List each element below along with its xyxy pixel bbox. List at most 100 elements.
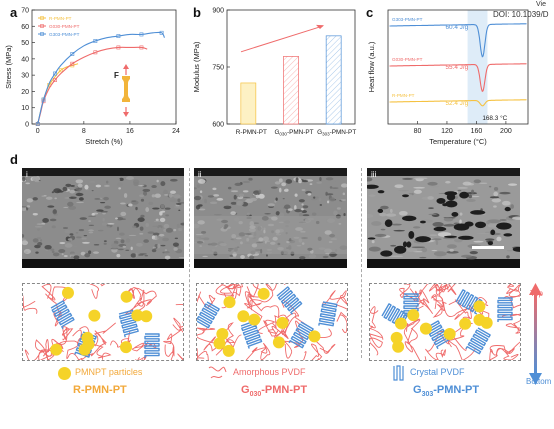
sem-grain bbox=[431, 249, 438, 252]
sem-grain bbox=[255, 194, 260, 199]
sem-grain bbox=[299, 256, 306, 260]
sem-grain bbox=[91, 190, 94, 192]
sem-grain bbox=[32, 238, 39, 243]
dsc-curve-2 bbox=[389, 99, 527, 107]
crystal-fold bbox=[240, 320, 263, 349]
sem-grain bbox=[216, 177, 220, 181]
sem-grain bbox=[65, 183, 72, 187]
sem-grain bbox=[164, 251, 170, 254]
sem-grain bbox=[95, 184, 102, 188]
data-point bbox=[70, 52, 75, 56]
sem-grain bbox=[175, 202, 182, 205]
sem-grain bbox=[22, 240, 29, 246]
sem-grain bbox=[153, 220, 161, 223]
sem-grain bbox=[402, 177, 414, 180]
data-point bbox=[53, 71, 57, 76]
amorphous-chain bbox=[34, 339, 55, 360]
series-line-0 bbox=[37, 63, 79, 125]
sem-grain bbox=[75, 179, 84, 184]
sem-pore bbox=[402, 241, 408, 248]
sem-grain bbox=[103, 196, 109, 201]
sem-grain bbox=[22, 176, 26, 182]
amorphous-chain bbox=[415, 289, 434, 314]
legend-marker bbox=[40, 16, 44, 20]
series-label: G303-PMN-PT bbox=[392, 17, 423, 22]
pmnpt-particle bbox=[459, 317, 472, 330]
sem-grain bbox=[155, 218, 159, 222]
data-point bbox=[116, 45, 121, 50]
legend-label: R-PMN-PT bbox=[49, 16, 72, 21]
sem-top-edge bbox=[22, 168, 184, 176]
sem-grain bbox=[343, 213, 346, 217]
sem-grain bbox=[385, 213, 397, 217]
sem-grain bbox=[489, 196, 500, 199]
sem-grain bbox=[198, 208, 206, 211]
sem-grain bbox=[413, 186, 425, 189]
sem-grain bbox=[295, 177, 299, 183]
sem-grain bbox=[310, 198, 318, 201]
sem-grain bbox=[298, 178, 302, 184]
sem-grain bbox=[197, 204, 203, 207]
bar-2 bbox=[325, 35, 342, 125]
sem-grain bbox=[88, 224, 95, 226]
pmnpt-particle bbox=[390, 331, 403, 344]
sem-grain bbox=[73, 255, 80, 260]
x-tick-label: 200 bbox=[500, 128, 512, 135]
sem-grain bbox=[44, 244, 52, 250]
sem-grain bbox=[274, 200, 277, 203]
sem-grain bbox=[117, 248, 124, 251]
sem-grain bbox=[493, 191, 499, 197]
sem-grain bbox=[206, 211, 212, 215]
sem-grain bbox=[178, 227, 183, 232]
amorphous-chain bbox=[303, 343, 323, 360]
data-point bbox=[35, 122, 40, 126]
sem-grain bbox=[408, 193, 413, 195]
sem-grain bbox=[309, 183, 313, 185]
crystal-fold bbox=[465, 327, 491, 355]
sem-grain bbox=[145, 223, 150, 227]
crystal-fold bbox=[118, 309, 139, 338]
sem-grain bbox=[164, 255, 171, 260]
sem-grain bbox=[457, 186, 469, 189]
sem-grain bbox=[246, 212, 250, 216]
sem-grain bbox=[36, 223, 44, 225]
scale-bar bbox=[472, 246, 504, 249]
sem-grain bbox=[507, 183, 518, 186]
crystal-lamella bbox=[118, 309, 139, 338]
sem-pore bbox=[470, 210, 486, 215]
pmnpt-particle bbox=[61, 286, 74, 299]
sem-grain bbox=[88, 250, 92, 255]
sem-grain bbox=[242, 190, 249, 193]
amorphous-chain bbox=[246, 286, 264, 309]
sem-grain bbox=[25, 182, 30, 185]
sem-pore bbox=[503, 233, 513, 237]
sem-grain bbox=[339, 200, 342, 202]
sem-grain bbox=[334, 180, 340, 185]
sem-grain bbox=[49, 218, 57, 222]
sem-grain bbox=[93, 244, 100, 246]
sem-pore bbox=[459, 191, 469, 199]
sem-grain bbox=[476, 232, 490, 234]
sem-grain bbox=[389, 208, 393, 214]
sem-grain bbox=[34, 226, 43, 228]
force-label: F bbox=[114, 71, 119, 80]
crystal-fold bbox=[276, 286, 303, 315]
sem-grain bbox=[67, 238, 73, 241]
sem-grain bbox=[230, 211, 236, 216]
top-label: Top bbox=[530, 289, 543, 298]
sem-grain bbox=[111, 243, 119, 249]
sem-grain bbox=[45, 249, 49, 251]
force-arrow-head bbox=[123, 112, 129, 117]
sem-grain bbox=[413, 189, 422, 194]
sem-grain bbox=[84, 253, 91, 258]
sem-grain bbox=[213, 214, 222, 216]
sem-grain bbox=[165, 214, 170, 217]
pmnpt-particle bbox=[120, 290, 133, 303]
sem-grain bbox=[172, 242, 179, 247]
sem-grain bbox=[325, 177, 334, 181]
sample-name-r: R-PMN-PT bbox=[73, 384, 127, 396]
sem-grain bbox=[488, 185, 492, 188]
y-tick-label: 50 bbox=[21, 40, 29, 47]
sem-grain bbox=[117, 182, 123, 187]
sem-grain bbox=[70, 196, 73, 199]
